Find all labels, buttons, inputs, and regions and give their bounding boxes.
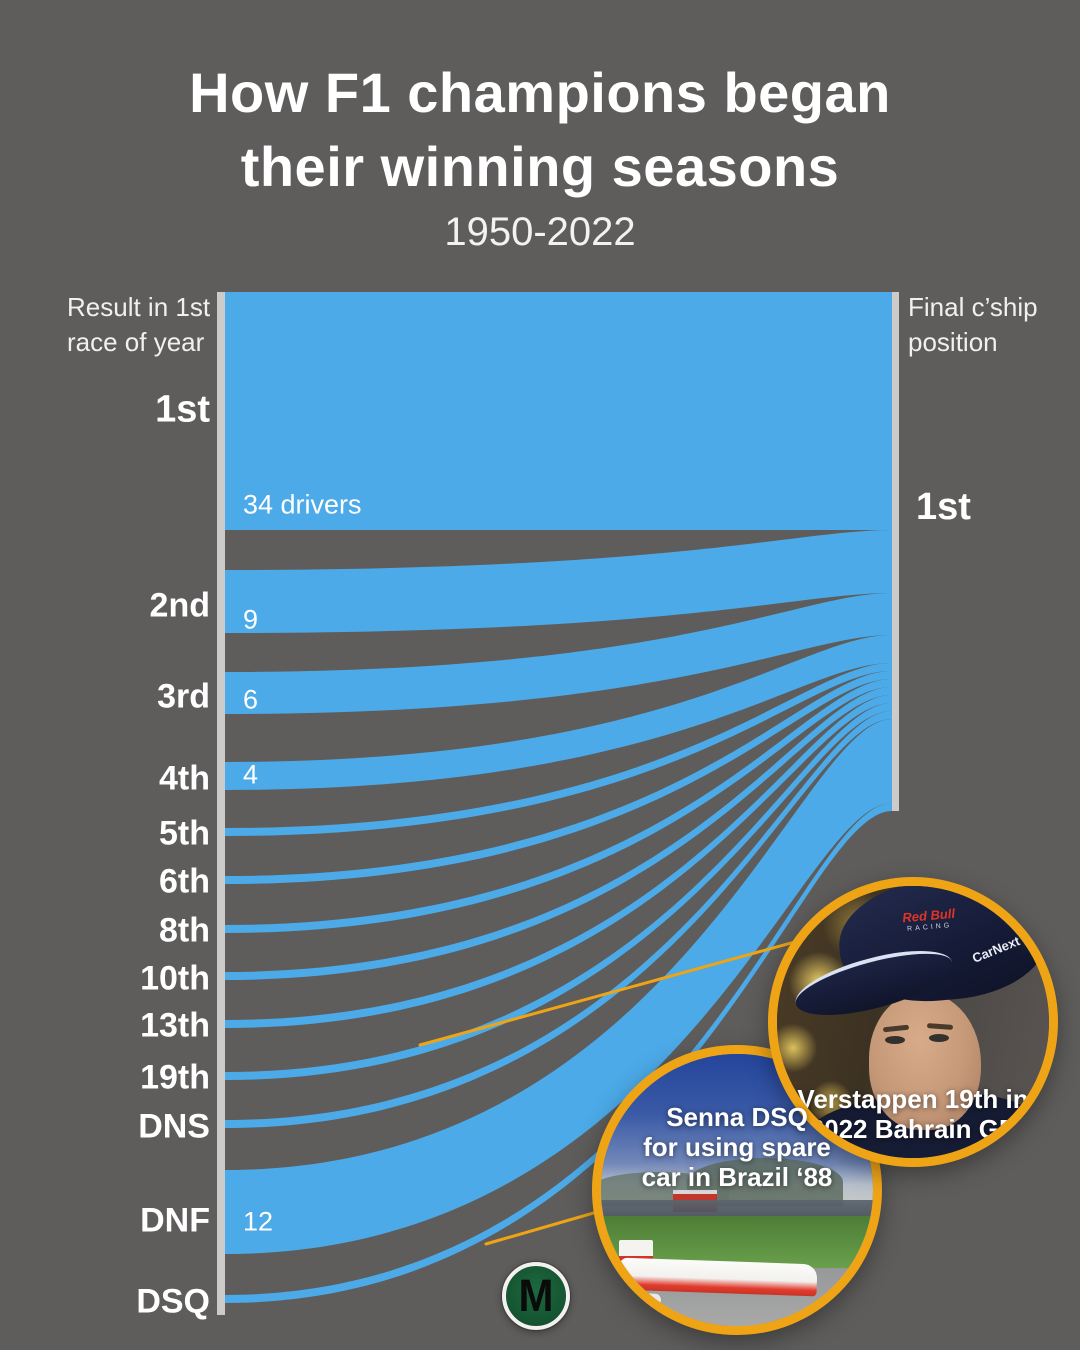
axis-label-2nd: 2nd — [149, 586, 210, 625]
verstappen-caption-line1: Verstappen 19th in — [797, 1084, 1029, 1114]
title-years: 1950-2022 — [444, 210, 636, 254]
flow-4th — [225, 635, 892, 790]
flow-1st — [225, 292, 892, 530]
senna-visor — [619, 1325, 633, 1326]
verstappen-caption-line2: 2022 Bahrain GP — [809, 1114, 1017, 1144]
senna-caption: Senna DSQ for using spare car in Brazil … — [635, 1102, 840, 1192]
senna-caption-line1: Senna DSQ — [666, 1102, 808, 1132]
flow-count-1st: 34 drivers — [243, 489, 362, 520]
car-body — [618, 1257, 818, 1297]
verstappen-photo-inset: Red Bull RACING CarNext Verstappen 19th … — [768, 877, 1058, 1167]
verstappen-caption: Verstappen 19th in 2022 Bahrain GP — [788, 1084, 1038, 1144]
brand-logo-letter: M — [518, 1270, 554, 1321]
axis-label-4th: 4th — [159, 759, 210, 798]
axis-label-dsq: DSQ — [136, 1282, 210, 1321]
brand-logo: M — [502, 1262, 570, 1330]
axis-label-1st: 1st — [155, 388, 210, 431]
axis-label-6th: 6th — [159, 862, 210, 901]
flow-count-2nd: 9 — [243, 604, 259, 635]
right-axis-header: Final c’ship position — [908, 290, 1038, 360]
page-title: How F1 champions began their winning sea… — [0, 56, 1080, 204]
flow-dnf — [225, 719, 892, 1254]
axis-label-13th: 13th — [140, 1006, 210, 1045]
callout-line-verstappen — [418, 938, 804, 1047]
right-node-label: 1st — [916, 486, 971, 528]
flow-count-3rd: 6 — [243, 684, 259, 715]
senna-caption-line2: for using spare — [643, 1132, 831, 1162]
car-nose — [618, 1291, 662, 1307]
senna-fence — [601, 1200, 873, 1216]
axis-label-10th: 10th — [140, 959, 210, 998]
right-axis-header-line2: position — [908, 327, 998, 357]
right-node-bar — [892, 292, 899, 811]
callout-line-senna — [484, 1208, 606, 1246]
flow-3rd — [225, 593, 892, 714]
eye — [929, 1034, 949, 1042]
senna-caption-line3: car in Brazil ‘88 — [641, 1162, 833, 1192]
axis-label-5th: 5th — [159, 814, 210, 853]
axis-label-8th: 8th — [159, 911, 210, 950]
axis-label-19th: 19th — [140, 1058, 210, 1097]
title-line-1: How F1 champions began — [189, 61, 891, 124]
left-axis-header: Result in 1st race of year — [67, 290, 210, 360]
flow-count-dnf: 12 — [243, 1206, 274, 1237]
flow-2nd — [225, 530, 892, 633]
axis-label-3rd: 3rd — [157, 677, 210, 716]
flow-count-4th: 4 — [243, 759, 259, 790]
right-axis-header-line1: Final c’ship — [908, 292, 1038, 322]
left-node-bar — [217, 292, 225, 1315]
senna-helmet — [619, 1305, 643, 1325]
title-line-2: their winning seasons — [240, 135, 840, 198]
left-axis-header-line2: race of year — [67, 327, 205, 357]
axis-label-dns: DNS — [138, 1107, 210, 1146]
verstappen-face — [869, 992, 981, 1130]
senna-mclaren-car: Marlboro — [618, 1240, 855, 1326]
eye — [885, 1036, 905, 1044]
axis-label-dnf: DNF — [140, 1201, 210, 1240]
left-axis-header-line1: Result in 1st — [67, 292, 211, 322]
